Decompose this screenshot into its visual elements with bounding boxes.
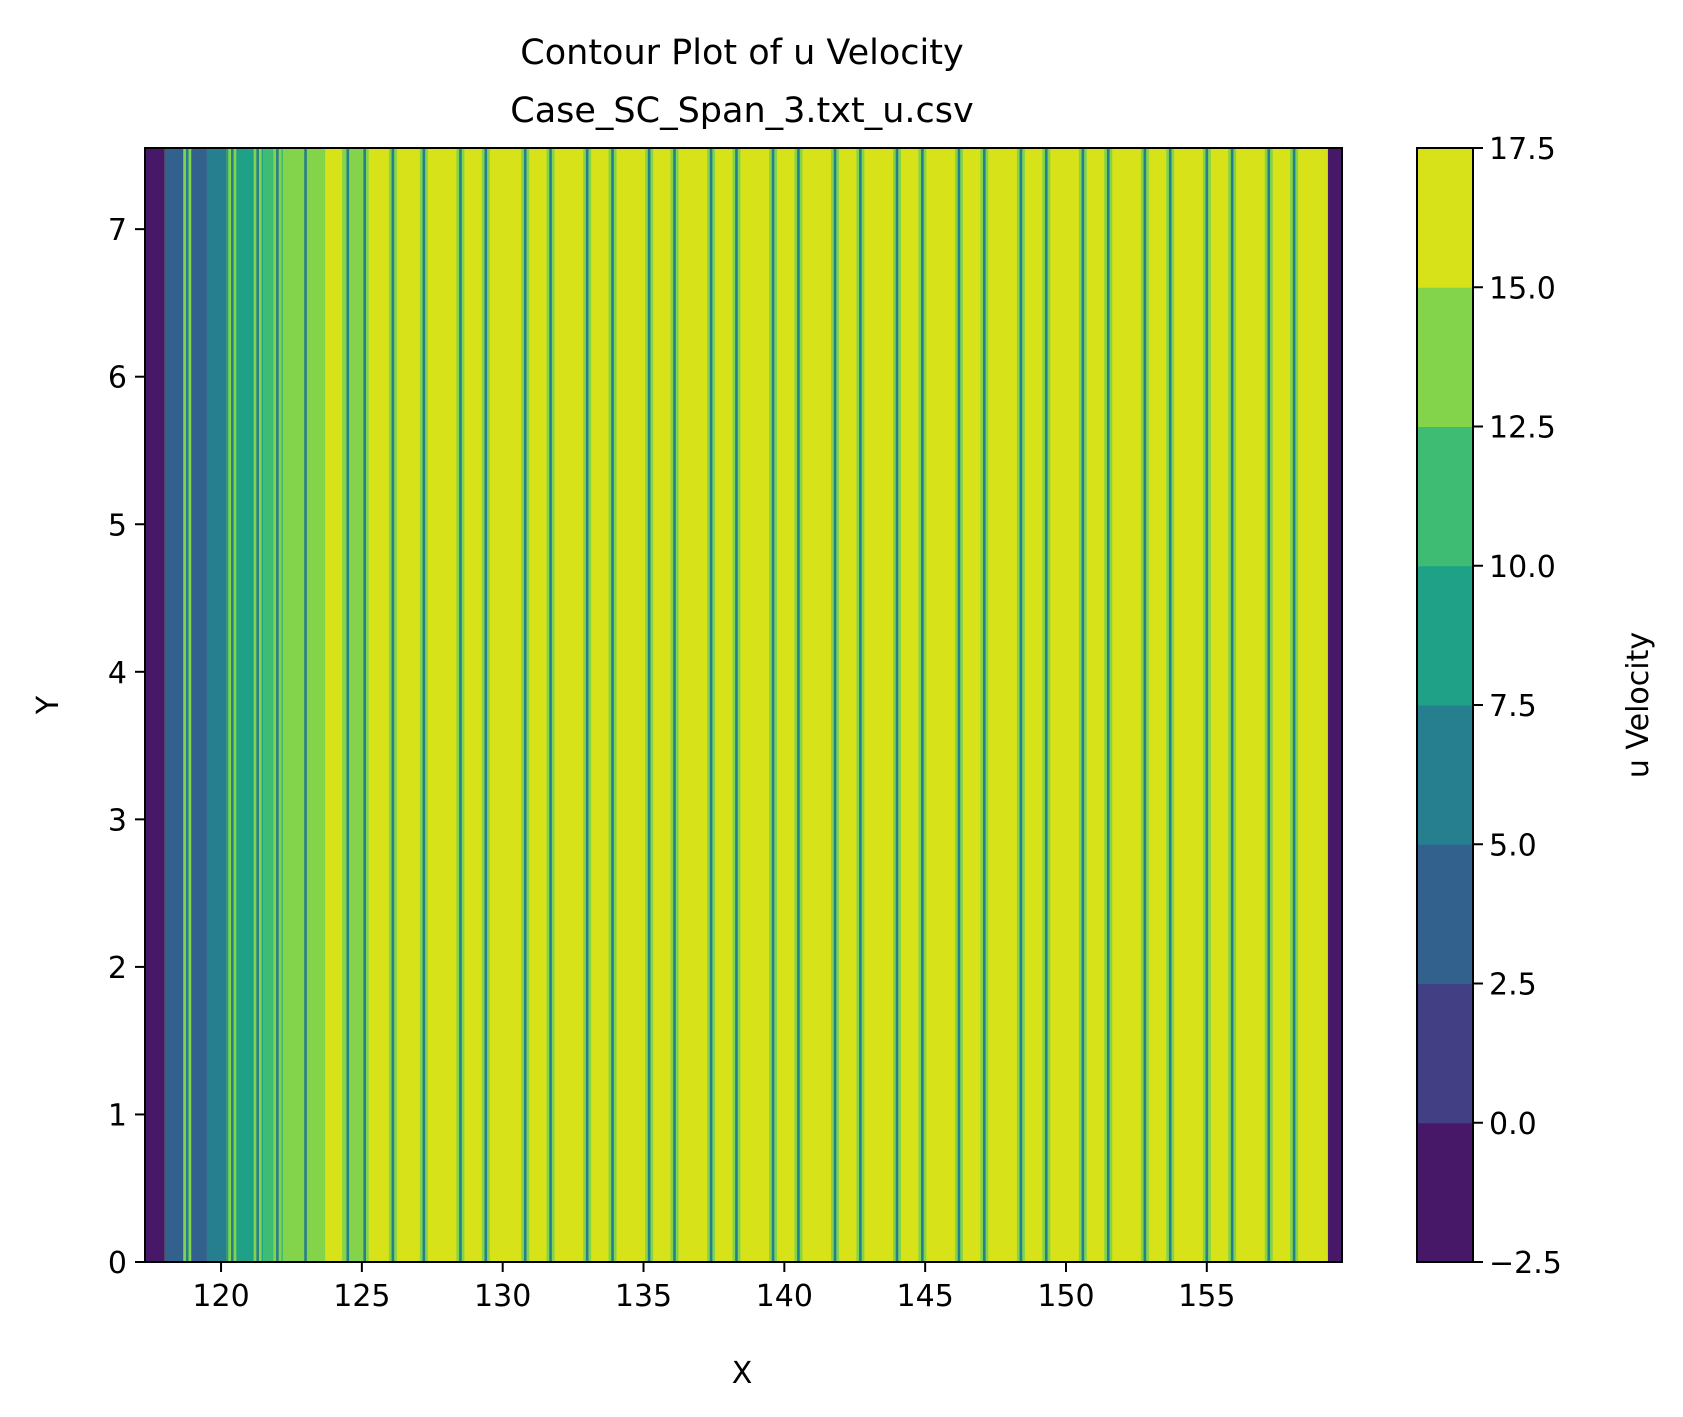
wake-line: [1292, 148, 1296, 1262]
colorbar-segment: [1417, 426, 1473, 567]
colorbar-tick-label: 0.0: [1489, 1107, 1537, 1142]
colorbar-segment: [1417, 565, 1473, 706]
colorbar-tick-label: 17.5: [1489, 132, 1556, 167]
colorbar-segment: [1417, 1122, 1473, 1263]
wake-line: [276, 148, 279, 1262]
wake-line: [709, 148, 713, 1262]
y-tick-label: 3: [108, 803, 127, 838]
wake-line: [673, 148, 676, 1262]
colorbar-segment: [1417, 705, 1473, 845]
wake-line: [185, 148, 189, 1262]
y-tick-label: 0: [108, 1246, 127, 1281]
wake-line: [391, 148, 395, 1262]
colorbar-tick-label: 15.0: [1489, 271, 1556, 306]
wake-line: [735, 148, 738, 1262]
wake-line: [363, 148, 366, 1262]
y-tick-label: 6: [108, 361, 127, 396]
wake-line: [304, 148, 307, 1262]
y-axis-label: Y: [31, 695, 66, 715]
x-tick-label: 120: [192, 1279, 249, 1314]
y-tick-label: 5: [108, 508, 127, 543]
y-tick-label: 2: [108, 951, 127, 986]
x-tick-label: 150: [1037, 1279, 1094, 1314]
wake-line: [1019, 148, 1023, 1262]
contour-band: [145, 148, 165, 1262]
x-axis-label: X: [732, 1356, 753, 1391]
wake-line: [983, 148, 986, 1262]
wake-line: [346, 148, 350, 1262]
wake-line: [1106, 148, 1110, 1262]
y-tick-label: 4: [108, 656, 127, 691]
wake-line: [647, 148, 651, 1262]
x-tick-label: 125: [333, 1279, 390, 1314]
wake-line: [422, 148, 426, 1262]
x-tick-label: 145: [897, 1279, 954, 1314]
wake-line: [549, 148, 552, 1262]
x-tick-label: 140: [756, 1279, 813, 1314]
x-tick-label: 135: [615, 1279, 672, 1314]
colorbar-tick-label: 12.5: [1489, 411, 1556, 446]
wake-line: [1205, 148, 1209, 1262]
wake-line: [1168, 148, 1172, 1262]
colorbar-segment: [1417, 148, 1473, 288]
chart-title: Contour Plot of u Velocity: [520, 33, 963, 73]
y-tick-label: 1: [108, 1098, 127, 1133]
x-tick-label: 130: [474, 1279, 531, 1314]
wake-line: [1230, 148, 1234, 1262]
y-tick-label: 7: [108, 213, 127, 248]
wake-line: [957, 148, 961, 1262]
wake-line: [1143, 148, 1147, 1262]
wake-line: [895, 148, 899, 1262]
colorbar-tick-label: −2.5: [1489, 1246, 1562, 1281]
wake-line: [231, 148, 234, 1262]
contour-band: [325, 148, 343, 1262]
wake-line: [256, 148, 259, 1262]
wake-line: [859, 148, 862, 1262]
wake-line: [459, 148, 462, 1262]
colorbar-segment: [1417, 287, 1473, 427]
x-tick-label: 155: [1178, 1279, 1235, 1314]
plot-frame: [144, 147, 1343, 1263]
wake-line: [523, 148, 527, 1262]
wake-line: [771, 148, 775, 1262]
wake-line: [611, 148, 614, 1262]
wake-line: [1081, 148, 1085, 1262]
colorbar-tick-label: 5.0: [1489, 828, 1537, 863]
wake-line: [1267, 148, 1271, 1262]
wake-line: [921, 148, 924, 1262]
colorbar: −2.5 0.0 2.5 5.0 7.5 10.0 12.5 15.0 17.5: [1416, 132, 1562, 1281]
wake-line: [833, 148, 837, 1262]
x-axis: 120 125 130 135 140 145 150 155: [192, 1262, 1235, 1314]
colorbar-tick-label: 7.5: [1489, 689, 1537, 724]
colorbar-tick-label: 10.0: [1489, 550, 1556, 585]
contour-band: [206, 148, 227, 1262]
colorbar-tick-label: 2.5: [1489, 968, 1537, 1003]
contour-fill: [145, 148, 1342, 1262]
chart-subtitle: Case_SC_Span_3.txt_u.csv: [510, 91, 973, 131]
colorbar-segment: [1417, 844, 1473, 984]
wake-line: [484, 148, 488, 1262]
wake-line: [585, 148, 589, 1262]
contour-outlet-band: [1327, 148, 1342, 1262]
colorbar-label: u Velocity: [1621, 632, 1656, 778]
plot-area: [144, 147, 1343, 1263]
y-axis: 0 1 2 3 4 5 6 7: [108, 213, 145, 1281]
colorbar-segment: [1417, 983, 1473, 1124]
wake-line: [1044, 148, 1048, 1262]
wake-line: [797, 148, 800, 1262]
